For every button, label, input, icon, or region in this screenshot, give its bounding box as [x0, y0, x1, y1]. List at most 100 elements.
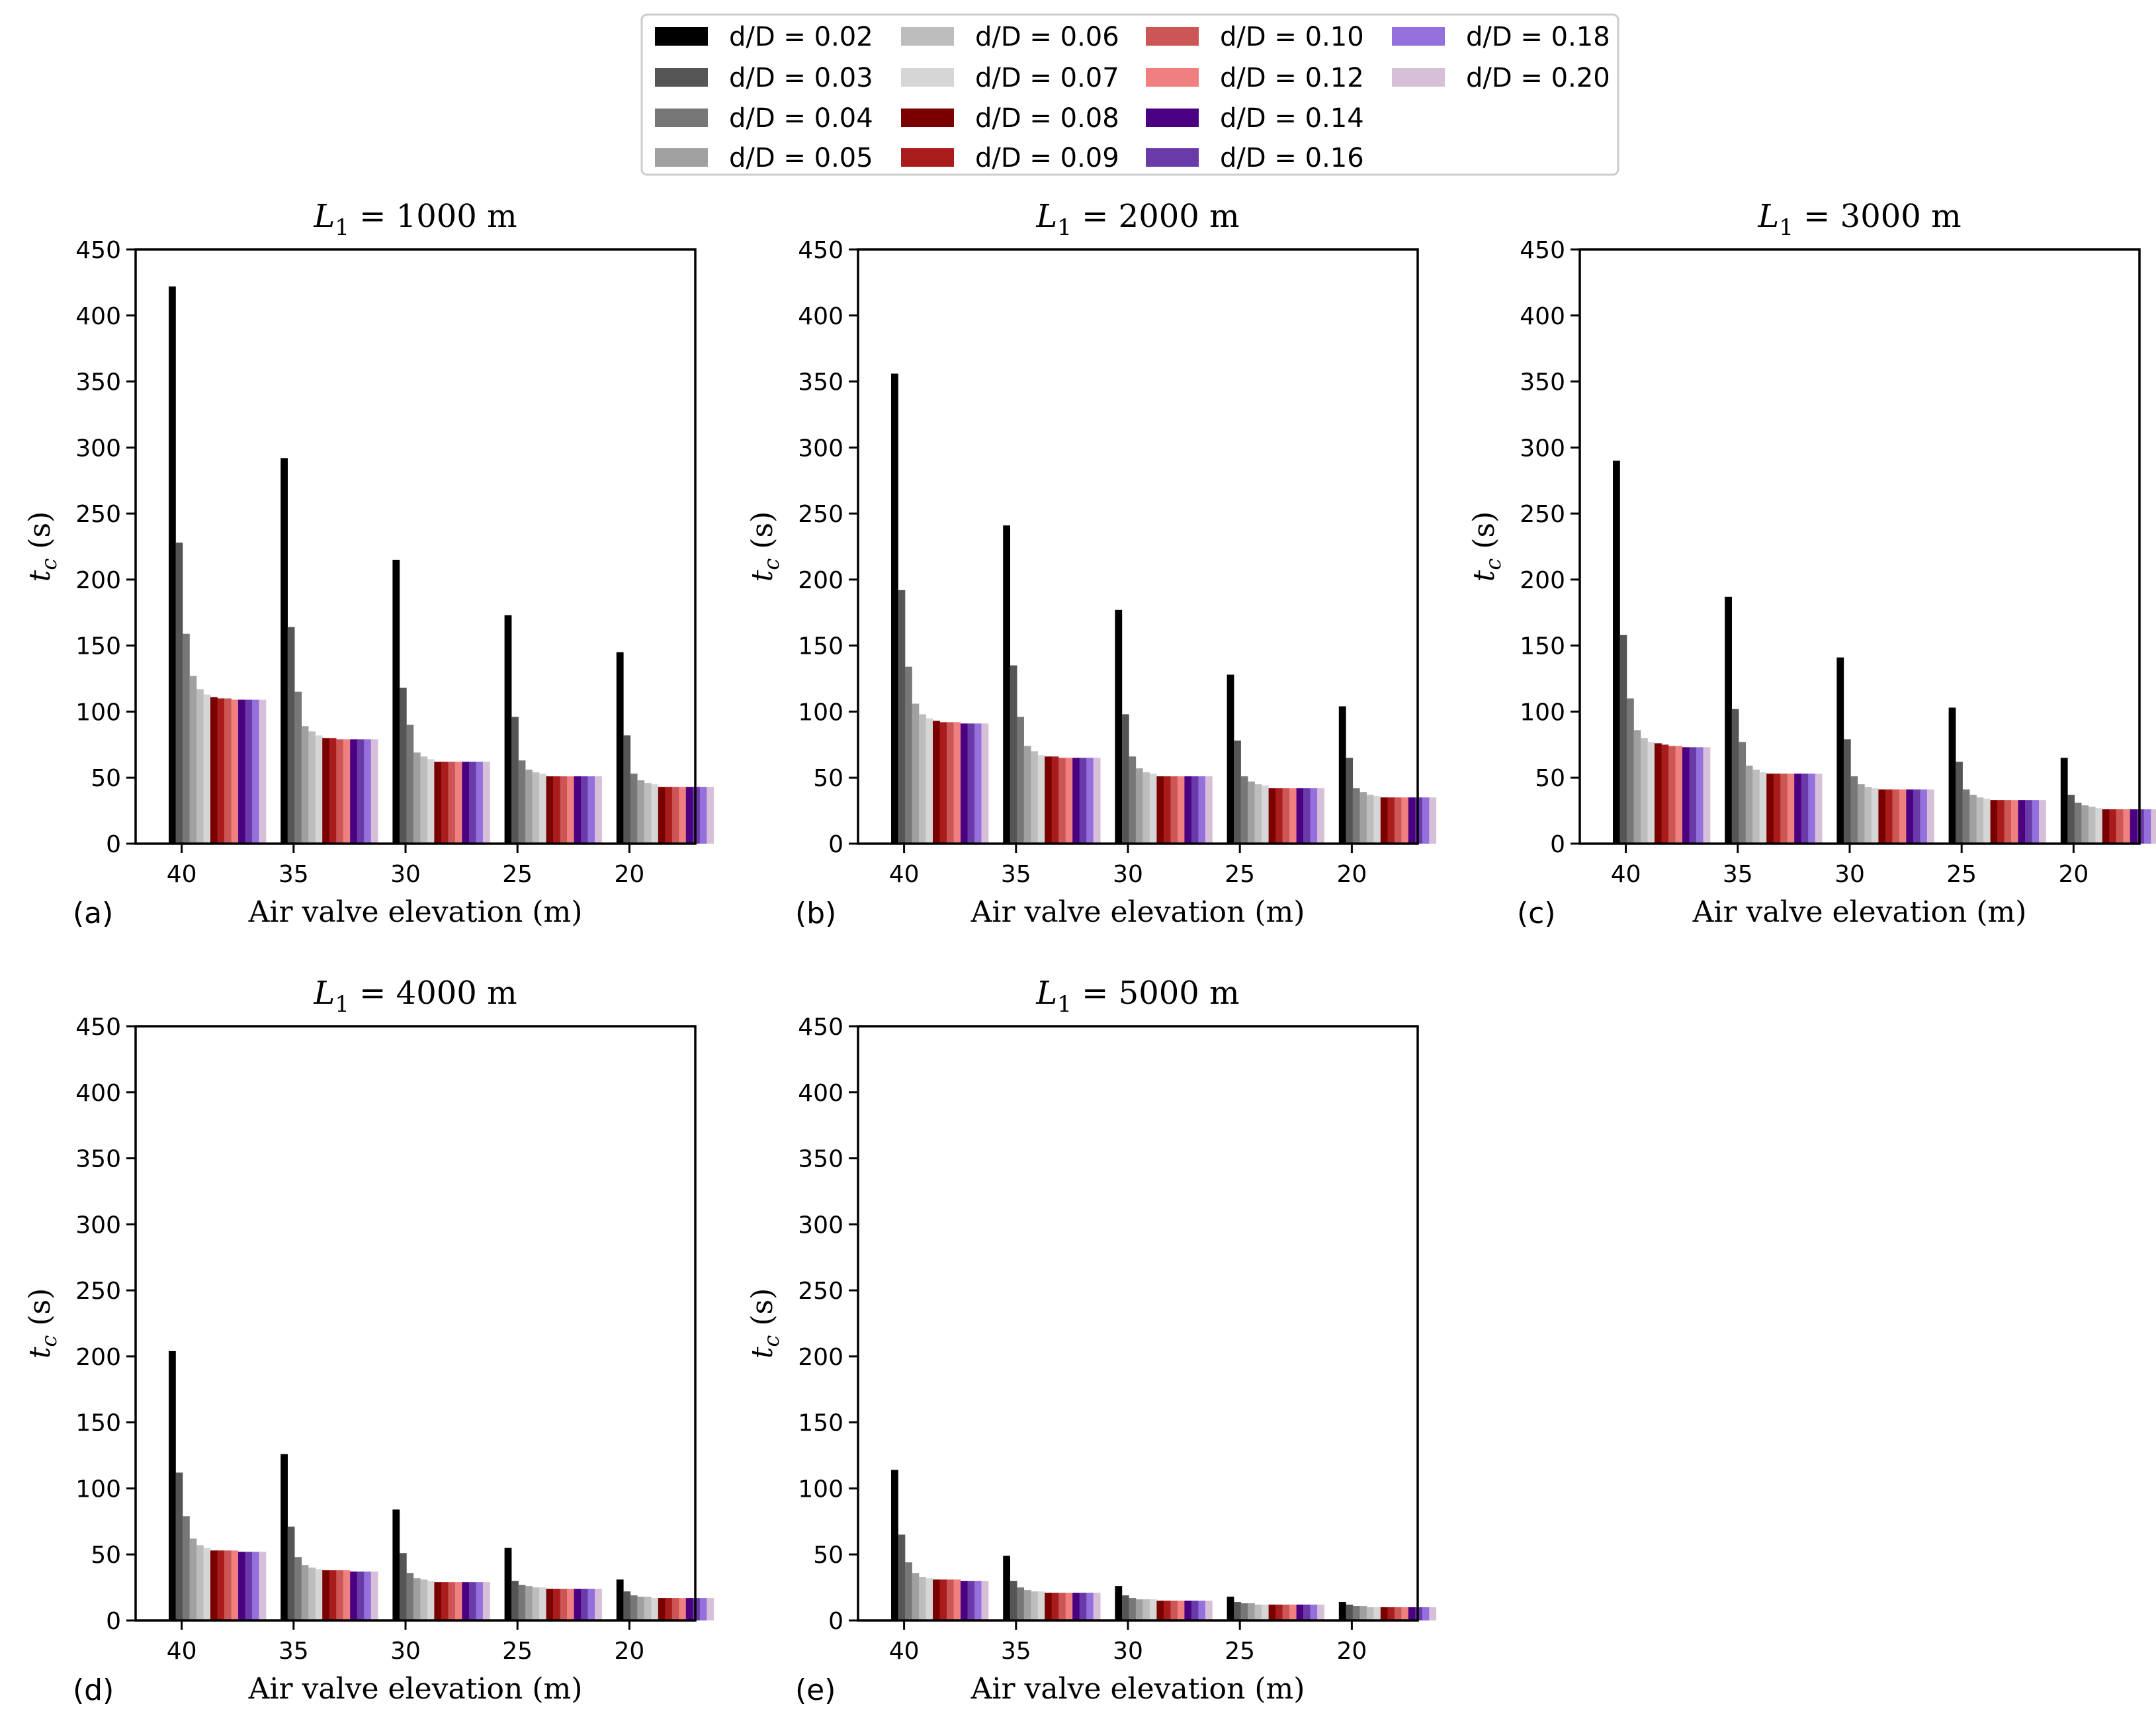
bar: [1731, 709, 1739, 844]
y-tick-label: 250: [798, 1278, 843, 1305]
y-tick-label: 50: [1535, 765, 1565, 792]
y-tick-label: 400: [75, 1080, 121, 1107]
bar: [308, 731, 316, 844]
bar: [1619, 635, 1627, 844]
legend-item: d/D = 0.08: [901, 103, 1119, 134]
bar: [953, 722, 961, 844]
y-tick-label: 200: [798, 1344, 843, 1371]
bar: [1058, 1593, 1066, 1620]
bar: [630, 774, 638, 844]
bar: [1801, 774, 1809, 844]
bar: [427, 1581, 435, 1620]
bar: [967, 723, 975, 844]
bar: [1689, 747, 1697, 844]
bar: [539, 1587, 546, 1620]
y-tick-label: 50: [813, 1542, 843, 1569]
bar: [1948, 707, 1956, 844]
y-axis-label: tc (s): [23, 1288, 62, 1359]
x-tick-label: 35: [279, 1638, 309, 1665]
bar: [1926, 789, 1934, 844]
y-tick-label: 350: [798, 369, 843, 396]
y-tick-label: 100: [75, 1476, 121, 1503]
bar: [518, 1585, 526, 1620]
bar: [1401, 1607, 1409, 1620]
y-tick-label: 450: [1520, 237, 1565, 264]
bar: [953, 1579, 961, 1620]
bar: [203, 1548, 211, 1620]
y-axis-symbol: t: [1467, 570, 1501, 582]
bar: [671, 787, 679, 844]
bar: [454, 762, 462, 844]
y-axis-unit: (s): [746, 511, 779, 558]
bar: [504, 1548, 512, 1620]
x-tick-label: 30: [1113, 861, 1143, 888]
y-tick-label: 150: [1520, 633, 1565, 660]
bar: [1906, 789, 1914, 844]
legend-item: d/D = 0.18: [1392, 22, 1610, 52]
y-tick-label: 350: [75, 1146, 121, 1173]
y-axis-subscript: c: [1481, 558, 1506, 570]
bar: [1408, 1607, 1416, 1620]
bar: [553, 1589, 560, 1620]
bar: [1759, 772, 1767, 844]
bar: [504, 615, 512, 844]
bar: [1268, 1605, 1276, 1620]
bar: [637, 1597, 645, 1620]
bar: [252, 699, 259, 844]
bar: [287, 627, 295, 844]
bar: [981, 723, 989, 844]
bar: [238, 699, 245, 844]
bar: [926, 1578, 933, 1620]
bar: [912, 1573, 920, 1620]
bar: [637, 780, 645, 844]
bar: [1227, 674, 1234, 844]
x-tick-label: 30: [1834, 861, 1865, 888]
bar: [245, 1552, 253, 1620]
bar: [560, 776, 568, 844]
bar: [238, 1552, 245, 1620]
bar: [1051, 1593, 1059, 1620]
legend-item: d/D = 0.06: [901, 22, 1119, 52]
bar: [1990, 800, 1998, 844]
bar: [1129, 1598, 1137, 1620]
bar: [1850, 776, 1858, 844]
title-value: = 3000 m: [1793, 198, 1962, 235]
bar: [1115, 609, 1123, 844]
bar: [1143, 1599, 1150, 1620]
bar: [1843, 739, 1851, 844]
bar: [1065, 758, 1073, 844]
bar: [1240, 1603, 1248, 1620]
bar: [898, 590, 906, 844]
bar: [406, 1573, 414, 1620]
bar: [1766, 774, 1774, 844]
bar: [224, 698, 232, 844]
bar: [217, 1550, 225, 1620]
bar: [1641, 738, 1648, 844]
bar: [1310, 788, 1318, 844]
y-tick-label: 350: [75, 369, 121, 396]
bar: [1149, 1599, 1157, 1620]
bar: [315, 735, 323, 844]
bar: [392, 1509, 400, 1620]
legend-item: d/D = 0.16: [1146, 143, 1364, 173]
bar: [1962, 789, 1970, 844]
bar: [399, 1553, 407, 1620]
bar: [175, 1472, 183, 1620]
y-axis-subscript: c: [36, 1335, 62, 1347]
bar: [1086, 1593, 1094, 1620]
bar: [364, 739, 371, 844]
y-tick-label: 100: [1520, 699, 1565, 726]
y-tick-label: 100: [798, 699, 843, 726]
title-symbol: L: [1757, 198, 1779, 235]
y-tick-label: 200: [1520, 567, 1565, 594]
bar: [1275, 788, 1283, 844]
bar: [1878, 789, 1886, 844]
bar: [1031, 751, 1038, 844]
y-tick-label: 400: [1520, 303, 1565, 330]
y-tick-label: 250: [798, 501, 843, 528]
y-tick-label: 400: [798, 303, 843, 330]
bar: [441, 762, 449, 844]
bar: [259, 1552, 267, 1620]
bar: [336, 739, 343, 844]
y-tick-label: 250: [1520, 501, 1565, 528]
